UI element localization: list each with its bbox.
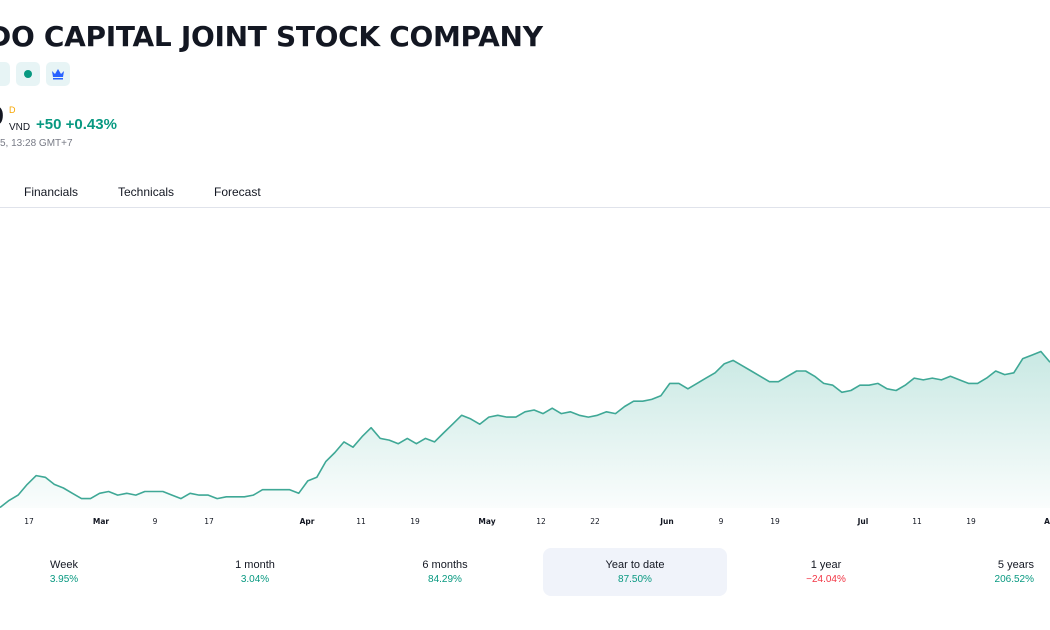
x-tick-label: Jun (659, 517, 673, 526)
tab-bar: Financials Technicals Forecast (0, 178, 1050, 208)
page-title: DO CAPITAL JOINT STOCK COMPANY (0, 20, 543, 53)
x-tick-label: A (1044, 517, 1050, 526)
period-label: Week (50, 559, 78, 571)
last-price: 0 (0, 102, 4, 132)
x-tick-label: 9 (719, 517, 724, 526)
x-tick-label: 11 (912, 517, 922, 526)
x-tick-label: 17 (204, 517, 214, 526)
period-value: 206.52% (994, 574, 1034, 585)
tab-forecast[interactable]: Forecast (214, 185, 261, 199)
tab-financials[interactable]: Financials (24, 185, 79, 199)
period-value: 3.04% (240, 574, 270, 585)
period-label: 1 month (235, 559, 275, 571)
status-badge[interactable] (16, 62, 40, 86)
period-performance: Week 3.95% 1 month 3.04% 6 months 84.29%… (0, 548, 1050, 596)
price-superscript: D (9, 105, 16, 115)
crown-icon (52, 69, 64, 80)
price-currency: VND (9, 122, 31, 133)
x-tick-label: Jul (857, 517, 869, 526)
period-1-year[interactable]: 1 year −24.04% (734, 548, 918, 596)
period-value: 3.95% (49, 574, 79, 585)
period-6-months[interactable]: 6 months 84.29% (353, 548, 537, 596)
x-tick-label: 19 (966, 517, 976, 526)
premium-badge[interactable] (46, 62, 70, 86)
price-chart[interactable]: 17 Mar 9 17 Apr 11 19 May 12 22 Jun 9 19 Jul 11 19 A (0, 208, 1050, 538)
price-change: +50 +0.43% (36, 116, 117, 133)
x-tick-label: 17 (24, 517, 34, 526)
x-tick-label: Mar (93, 517, 110, 526)
period-1-month[interactable]: 1 month 3.04% (163, 548, 347, 596)
period-week[interactable]: Week 3.95% (0, 548, 156, 596)
period-value: 87.50% (618, 574, 652, 585)
badge-row (0, 62, 70, 86)
period-5-years[interactable]: 5 years 206.52% (925, 548, 1050, 596)
x-tick-label: Apr (300, 517, 315, 526)
x-tick-label: 19 (770, 517, 780, 526)
x-tick-label: 22 (590, 517, 600, 526)
price-timestamp: 5, 13:28 GMT+7 (0, 138, 73, 149)
x-tick-label: May (478, 517, 495, 526)
period-value: −24.04% (806, 574, 846, 585)
x-tick-label: 12 (536, 517, 546, 526)
status-dot-icon (24, 70, 32, 78)
period-label: 5 years (997, 559, 1034, 571)
x-tick-label: 19 (410, 517, 420, 526)
period-label: 6 months (422, 559, 468, 571)
price-area-fill (0, 351, 1050, 508)
period-value: 84.29% (428, 574, 462, 585)
x-tick-label: 11 (356, 517, 366, 526)
tab-technicals[interactable]: Technicals (118, 185, 175, 199)
period-year-to-date[interactable]: Year to date 87.50% (543, 548, 727, 596)
period-label: 1 year (810, 559, 842, 571)
x-tick-label: 9 (153, 517, 158, 526)
flag-badge[interactable] (0, 62, 10, 86)
price-line (0, 350, 1050, 509)
period-label: Year to date (605, 559, 665, 571)
